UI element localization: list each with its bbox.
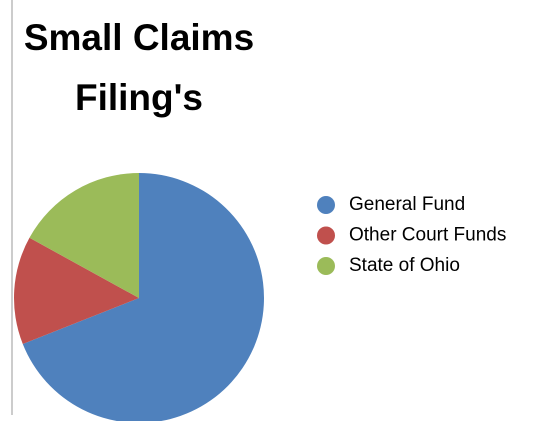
pie-slice xyxy=(14,237,140,345)
legend-label: Other Court Funds xyxy=(349,225,506,246)
pie-slice xyxy=(29,173,140,298)
legend-swatch xyxy=(317,196,335,214)
legend-label: General Fund xyxy=(349,194,465,215)
chart-title: Small Claims Filing's xyxy=(23,17,255,118)
legend-label: State of Ohio xyxy=(349,255,460,276)
legend-swatch xyxy=(317,226,335,245)
legend-swatch xyxy=(317,257,335,275)
pie-slice xyxy=(22,173,264,421)
